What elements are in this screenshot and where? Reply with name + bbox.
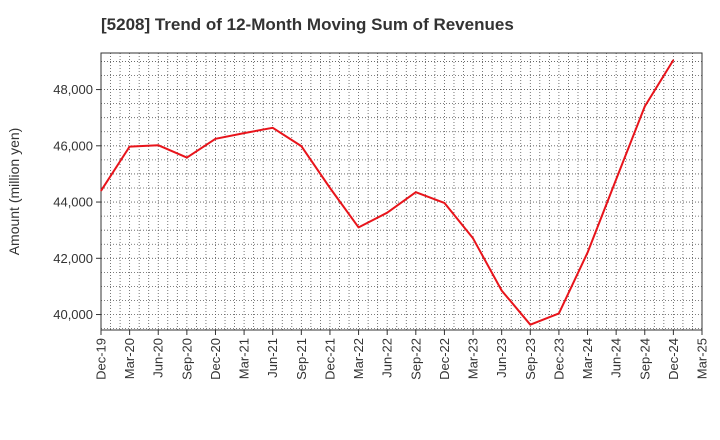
data-point [129, 146, 131, 148]
data-point [529, 324, 531, 326]
x-tick-label: Jun-21 [265, 338, 280, 378]
data-point [443, 202, 445, 204]
x-axis: Dec-19 Mar-20 Jun-20 Sep-20 Dec-20 Mar-21 Jun-… [94, 330, 710, 380]
x-tick-label: Sep-24 [637, 338, 652, 380]
data-point [300, 145, 302, 147]
x-tick-label: Mar-25 [695, 338, 710, 379]
x-tick-label: Mar-23 [466, 338, 481, 379]
data-point [214, 138, 217, 140]
data-point [501, 290, 503, 292]
x-tick-label: Dec-24 [666, 338, 681, 380]
x-tick-label: Dec-19 [94, 338, 109, 380]
x-tick-label: Dec-22 [437, 338, 452, 380]
y-tick-label: 42,000 [53, 251, 93, 266]
chart-title: [5208] Trend of 12-Month Moving Sum of R… [101, 15, 514, 34]
x-tick-label: Mar-20 [122, 338, 137, 379]
data-point [386, 212, 388, 214]
x-tick-label: Dec-23 [551, 338, 566, 380]
data-point [472, 237, 474, 239]
series-layer [100, 59, 675, 326]
x-tick-label: Mar-21 [237, 338, 252, 379]
data-point [615, 178, 617, 181]
data-point [157, 144, 159, 146]
x-tick-label: Jun-23 [494, 338, 509, 378]
y-tick-label: 40,000 [53, 307, 93, 322]
plot-area [100, 52, 703, 331]
data-point [644, 105, 646, 107]
y-tick-label: 44,000 [53, 195, 93, 210]
y-tick-label: 48,000 [53, 82, 93, 97]
data-point [272, 127, 274, 129]
y-axis: 40,000 42,000 44,000 46,000 48,000 [53, 82, 101, 322]
x-tick-label: Sep-22 [408, 338, 423, 380]
x-tick-label: Mar-24 [580, 338, 595, 379]
x-tick-label: Sep-21 [294, 338, 309, 380]
y-axis-label: Amount (million yen) [6, 128, 22, 256]
x-tick-label: Jun-24 [609, 338, 624, 378]
data-point [186, 157, 188, 159]
x-tick-label: Dec-21 [322, 338, 337, 380]
x-tick-label: Sep-20 [179, 338, 194, 380]
data-point [558, 312, 560, 314]
x-tick-label: Jun-22 [380, 338, 395, 378]
data-point [243, 132, 245, 134]
data-point [672, 59, 675, 61]
data-point [100, 190, 102, 192]
x-tick-label: Sep-23 [523, 338, 538, 380]
data-point [358, 226, 360, 228]
x-tick-label: Jun-20 [151, 338, 166, 378]
data-point [586, 252, 589, 254]
x-tick-label: Mar-22 [351, 338, 366, 379]
y-tick-label: 46,000 [53, 138, 93, 153]
data-point [329, 187, 331, 189]
data-point [415, 191, 417, 193]
x-tick-label: Dec-20 [208, 338, 223, 380]
